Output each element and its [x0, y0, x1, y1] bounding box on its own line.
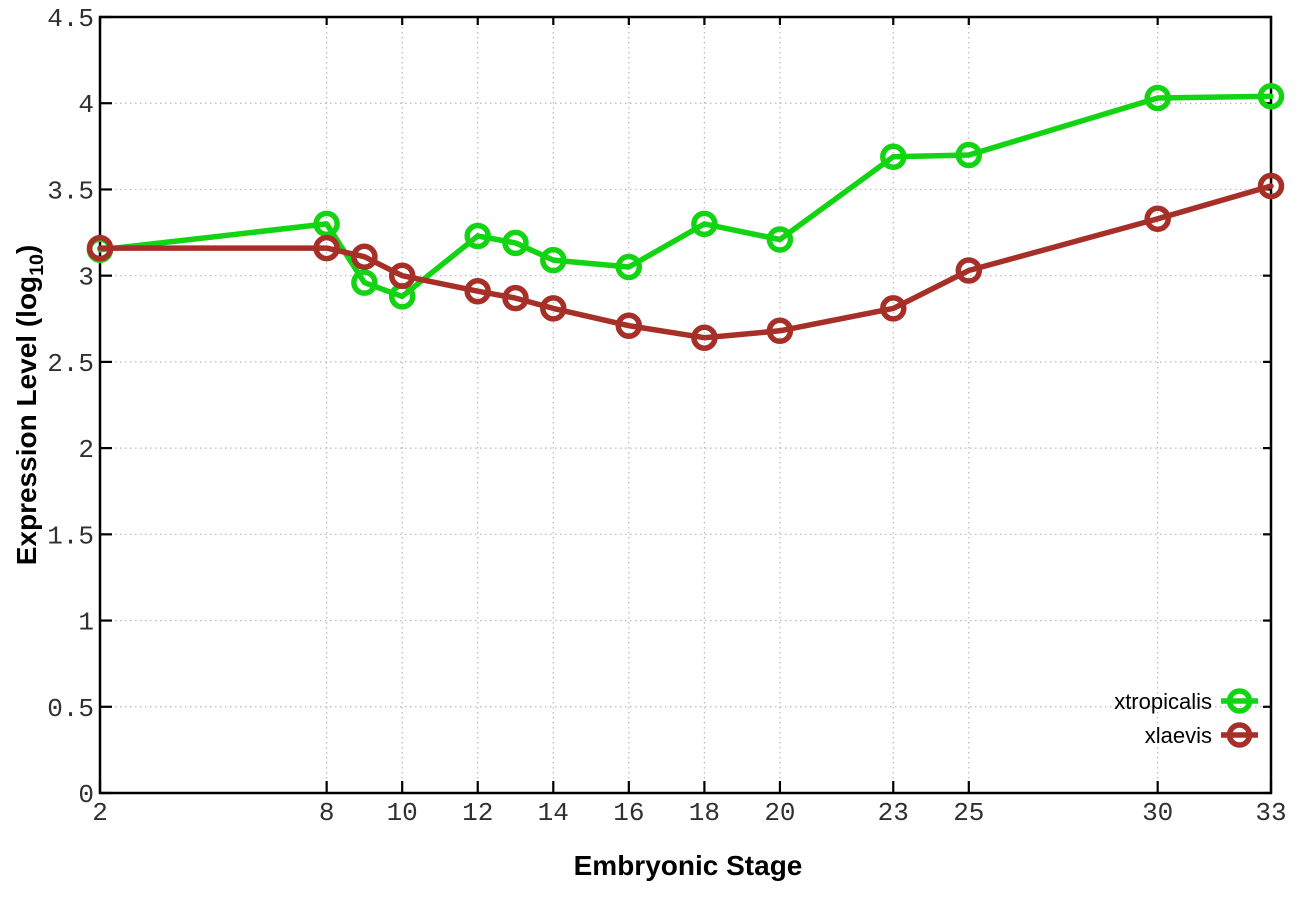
y-tick-label: 4.5 [47, 4, 94, 34]
data-point-xlaevis [691, 324, 718, 351]
data-point-xtropicalis [1144, 84, 1171, 112]
y-tick-label: 1 [78, 608, 94, 638]
data-point-xlaevis [1144, 205, 1171, 233]
y-tick-label: 3.5 [47, 176, 94, 206]
plot-border [98, 15, 1273, 795]
data-point-xtropicalis [502, 229, 529, 257]
series-line-xlaevis [97, 183, 1274, 341]
data-point-xtropicalis [880, 143, 907, 170]
data-point-xlaevis [351, 243, 378, 270]
y-tick-label: 4 [78, 90, 94, 120]
data-point-xtropicalis [540, 246, 567, 274]
x-tick-label: 25 [953, 798, 984, 828]
data-point-xlaevis [540, 295, 567, 322]
data-point-xtropicalis [955, 141, 983, 169]
legend-marker-xlaevis [1226, 722, 1253, 748]
data-point-xlaevis [880, 295, 907, 322]
data-point-xtropicalis [691, 210, 718, 238]
x-tick-label: 18 [689, 798, 720, 828]
data-point-xtropicalis [313, 210, 340, 238]
y-axis-title-text: Expression Level (log [11, 275, 43, 566]
data-point-xtropicalis [1257, 83, 1285, 110]
data-point-xlaevis [313, 234, 340, 262]
y-tick-label: 2 [78, 435, 94, 465]
x-tick-label: 12 [462, 798, 493, 828]
x-tick-label: 14 [538, 798, 569, 828]
y-tick-label: 2.5 [47, 349, 94, 379]
y-axis-title: Expression Level (log10) [11, 245, 49, 566]
y-axis-title-close: ) [11, 244, 43, 255]
y-axis-title-subscript: 10 [25, 254, 48, 276]
data-point-xlaevis [388, 262, 416, 289]
x-tick-label: 20 [764, 798, 795, 828]
y-tick-label: 3 [78, 263, 94, 293]
x-tick-label: 10 [387, 798, 418, 828]
data-point-xtropicalis [351, 269, 378, 296]
x-tick-label: 30 [1142, 798, 1173, 828]
x-tick-label: 23 [878, 798, 909, 828]
data-point-xlaevis [1257, 172, 1285, 200]
data-point-xlaevis [86, 234, 114, 262]
legend-label-xlaevis: xlaevis [1145, 723, 1212, 748]
x-axis-title: Embryonic Stage [573, 850, 803, 881]
x-tick-label: 33 [1255, 798, 1286, 828]
data-point-xlaevis [464, 277, 491, 305]
x-tick-label: 2 [92, 798, 108, 828]
y-tick-label: 1.5 [47, 521, 94, 551]
data-point-xtropicalis [615, 253, 643, 281]
y-tick-label: 0 [78, 780, 94, 810]
legend-label-xtropicalis: xtropicalis [1114, 689, 1212, 714]
data-point-xtropicalis [464, 222, 491, 250]
data-point-xlaevis [615, 312, 643, 339]
x-tick-label: 8 [319, 798, 335, 828]
data-point-xlaevis [955, 257, 983, 284]
data-point-xlaevis [766, 317, 794, 345]
data-point-xlaevis [502, 284, 529, 312]
data-point-xtropicalis [766, 226, 794, 253]
series-line-xtropicalis [97, 93, 1274, 300]
legend-marker-xtropicalis [1226, 688, 1253, 714]
y-tick-label: 0.5 [47, 694, 94, 724]
x-tick-label: 16 [613, 798, 644, 828]
